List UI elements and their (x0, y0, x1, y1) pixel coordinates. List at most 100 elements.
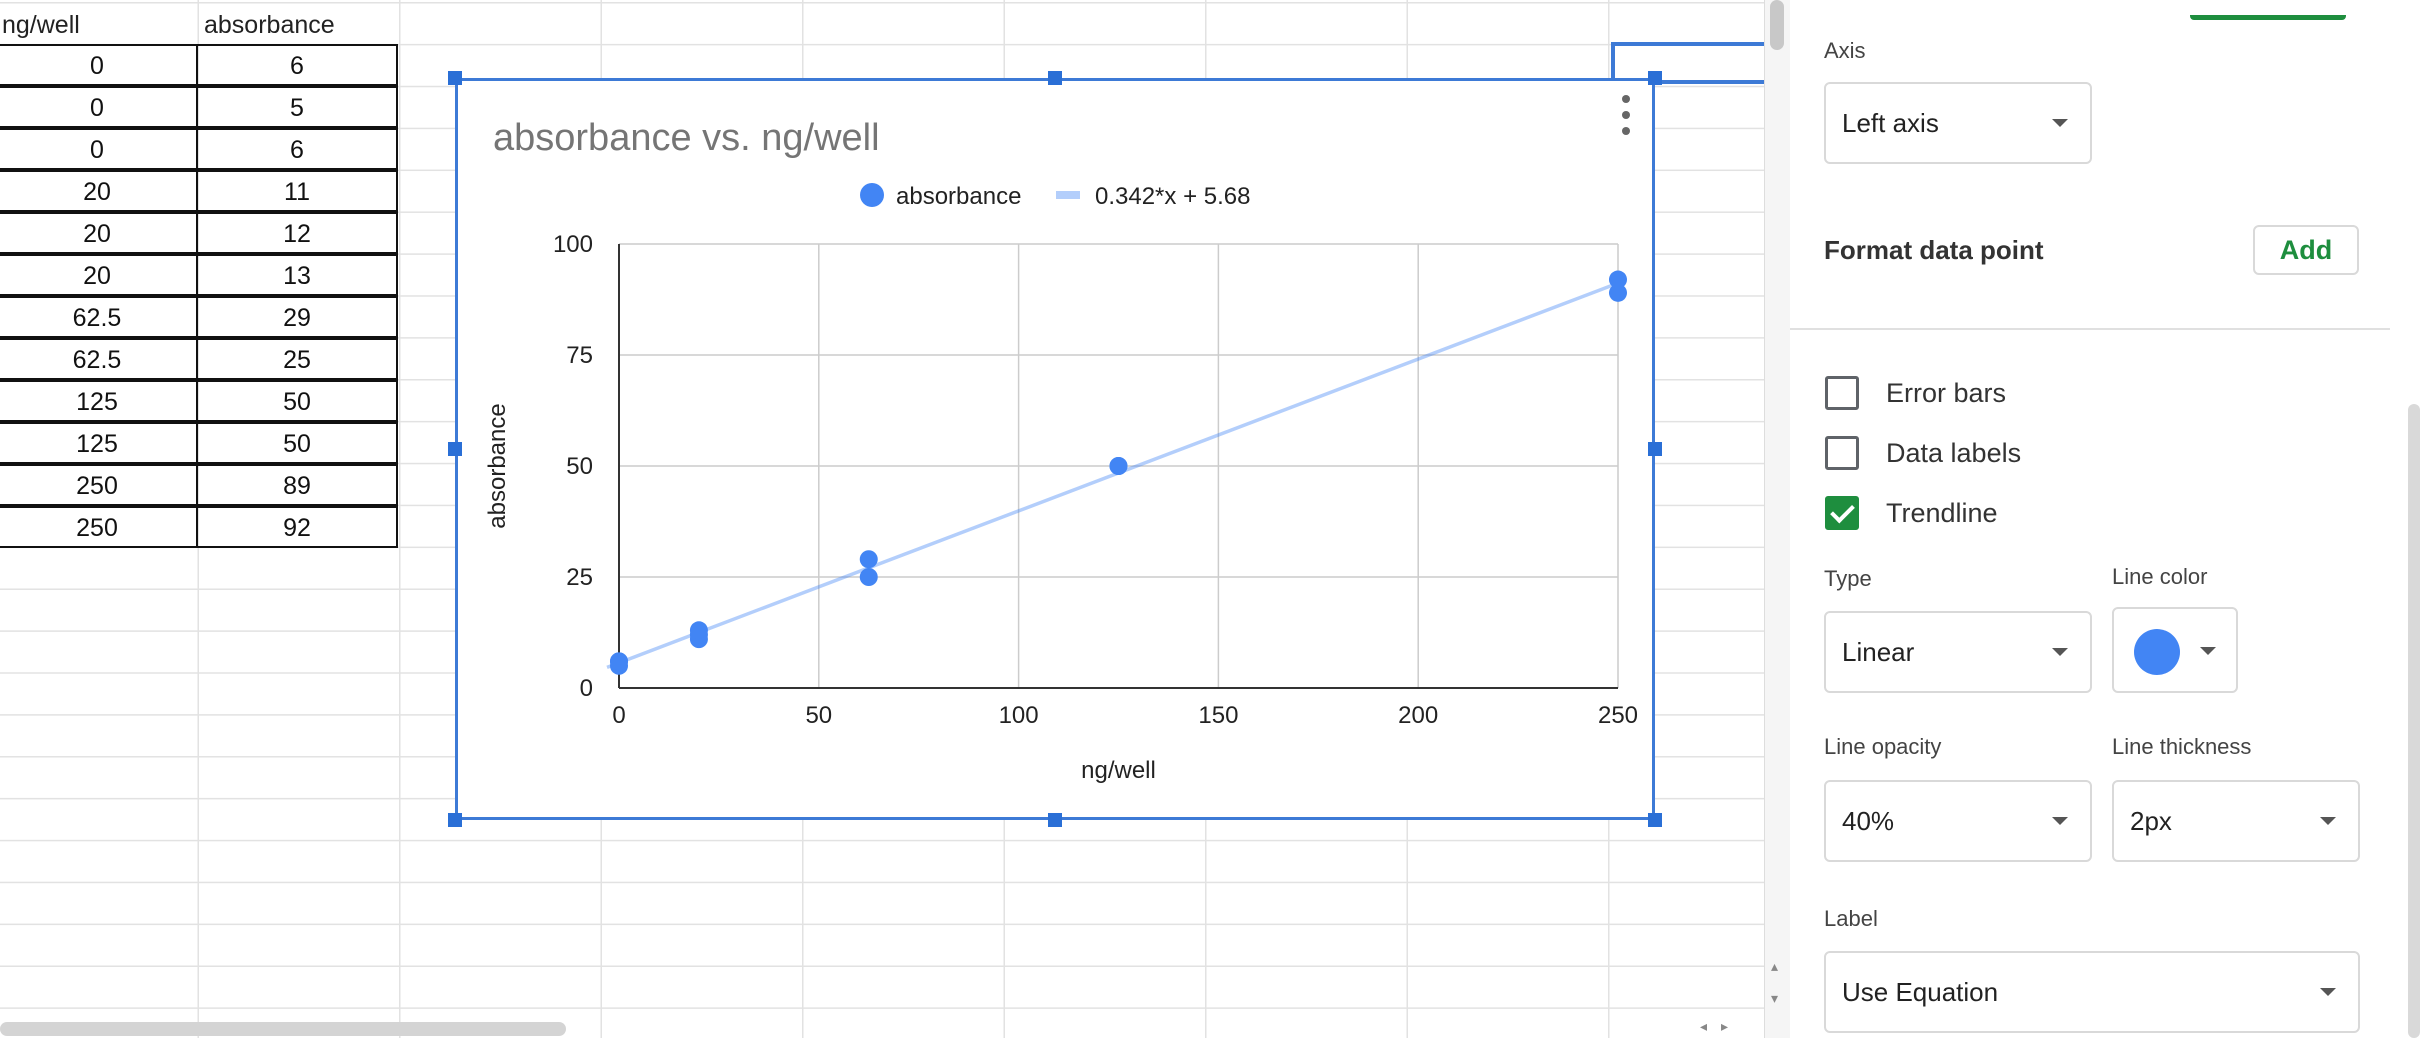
data-point (610, 652, 628, 671)
x-tick-label: 100 (999, 702, 1039, 729)
data-labels-checkbox-row[interactable]: Data labels (1825, 433, 2021, 473)
legend-label-absorbance: absorbance (896, 183, 1021, 210)
chart-container[interactable]: absorbance vs. ng/well absorbance 0.342*x … (455, 78, 1655, 820)
axis-dropdown[interactable]: Left axis (1824, 82, 2092, 164)
cell-absorbance[interactable]: 6 (196, 44, 398, 86)
column-header-absorbance[interactable]: absorbance (204, 11, 335, 39)
line-opacity-value: 40% (1842, 806, 1895, 836)
axis-dropdown-value: Left axis (1842, 108, 1939, 138)
scatter-chart: absorbance vs. ng/well absorbance 0.342*x … (484, 117, 1638, 784)
cell-absorbance[interactable]: 12 (196, 212, 398, 254)
y-tick-label: 0 (580, 675, 593, 702)
add-data-point-button[interactable]: Add (2253, 225, 2359, 275)
panel-scrollbar[interactable] (2408, 404, 2420, 1038)
chart-resize-handle[interactable] (448, 813, 462, 827)
cell-absorbance[interactable]: 11 (196, 170, 398, 212)
trendline-checkbox-row[interactable]: Trendline (1825, 493, 1998, 533)
x-tick-label: 150 (1198, 702, 1238, 729)
scroll-down-arrow-icon[interactable]: ▾ (1771, 990, 1779, 1006)
chart-menu-icon[interactable] (1620, 95, 1632, 135)
cell-absorbance[interactable]: 25 (196, 338, 398, 380)
error-bars-checkbox[interactable] (1825, 376, 1859, 410)
line-color-label: Line color (2112, 564, 2208, 589)
scroll-left-arrow-icon[interactable]: ◂ (1700, 1018, 1708, 1034)
y-tick-label: 75 (566, 342, 593, 369)
trendline (606, 281, 1619, 669)
trendline-label-value: Use Equation (1842, 977, 1999, 1007)
cell-ng-well[interactable]: 250 (0, 464, 198, 506)
scroll-right-arrow-icon[interactable]: ▸ (1721, 1018, 1729, 1034)
legend-marker-absorbance (860, 183, 884, 207)
vertical-scroll-thumb[interactable] (1770, 0, 1784, 50)
scroll-up-arrow-icon[interactable]: ▴ (1771, 958, 1779, 974)
cell-ng-well[interactable]: 0 (0, 44, 198, 86)
data-labels-checkbox[interactable] (1825, 436, 1859, 470)
error-bars-label: Error bars (1886, 377, 2007, 408)
spreadsheet-grid[interactable]: ng/well absorbance 0 6 0 5 0 6 20 11 20 12 20 13 62.… (0, 0, 1764, 1038)
chevron-down-icon (2052, 119, 2068, 127)
line-thickness-dropdown[interactable]: 2px (2112, 780, 2360, 862)
cell-ng-well[interactable]: 250 (0, 506, 198, 548)
chart-resize-handle[interactable] (1648, 813, 1662, 827)
vertical-scrollbar[interactable]: ▴ ▾ (1764, 0, 1790, 1038)
legend-label-trendline: 0.342*x + 5.68 (1095, 183, 1250, 210)
cell-ng-well[interactable]: 20 (0, 212, 198, 254)
cell-absorbance[interactable]: 6 (196, 128, 398, 170)
y-tick-label: 25 (566, 564, 593, 591)
chevron-down-icon (2200, 647, 2216, 655)
x-tick-label: 250 (1598, 702, 1638, 729)
x-tick-label: 50 (805, 702, 832, 729)
trendline-label: Trendline (1886, 497, 1998, 528)
data-point (1109, 457, 1128, 475)
chart-resize-handle[interactable] (1048, 813, 1062, 827)
data-point (1609, 270, 1627, 289)
horizontal-scrollbar[interactable] (0, 1022, 566, 1036)
trendline-label-dropdown[interactable]: Use Equation (1824, 951, 2360, 1033)
cell-absorbance[interactable]: 50 (196, 380, 398, 422)
cell-ng-well[interactable]: 125 (0, 380, 198, 422)
chevron-down-icon (2320, 988, 2336, 996)
data-point (689, 621, 708, 640)
trendline-type-dropdown[interactable]: Linear (1824, 611, 2092, 693)
line-opacity-label: Line opacity (1824, 734, 1942, 759)
x-tick-label: 200 (1398, 702, 1438, 729)
chart-resize-handle[interactable] (448, 442, 462, 456)
line-color-swatch (2134, 629, 2180, 675)
cell-absorbance[interactable]: 50 (196, 422, 398, 464)
section-divider (1790, 328, 2390, 330)
chart-resize-handle[interactable] (448, 71, 462, 85)
chart-resize-handle[interactable] (1648, 71, 1662, 85)
chart-resize-handle[interactable] (1648, 442, 1662, 456)
x-axis-label: ng/well (1081, 757, 1156, 784)
trendline-checkbox[interactable] (1825, 496, 1859, 530)
cell-absorbance[interactable]: 92 (196, 506, 398, 548)
selected-range-outline (1611, 42, 1764, 84)
data-point (1609, 283, 1627, 302)
type-label: Type (1824, 566, 1872, 591)
cell-absorbance[interactable]: 5 (196, 86, 398, 128)
line-thickness-label: Line thickness (2112, 734, 2252, 759)
error-bars-checkbox-row[interactable]: Error bars (1825, 373, 2006, 413)
cell-absorbance[interactable]: 29 (196, 296, 398, 338)
cell-ng-well[interactable]: 62.5 (0, 296, 198, 338)
line-color-picker[interactable] (2112, 607, 2238, 693)
cell-ng-well[interactable]: 0 (0, 128, 198, 170)
x-tick-label: 0 (612, 702, 625, 729)
column-header-ng-well[interactable]: ng/well (2, 11, 80, 39)
horizontal-scroll-arrows[interactable]: ◂ ▸ (1700, 1018, 1760, 1038)
line-opacity-dropdown[interactable]: 40% (1824, 780, 2092, 862)
cell-ng-well[interactable]: 125 (0, 422, 198, 464)
cell-ng-well[interactable]: 62.5 (0, 338, 198, 380)
chart-resize-handle[interactable] (1048, 71, 1062, 85)
chart-editor-panel (1790, 0, 2434, 1038)
cell-absorbance[interactable]: 13 (196, 254, 398, 296)
cell-ng-well[interactable]: 0 (0, 86, 198, 128)
data-point (859, 568, 878, 586)
cell-absorbance[interactable]: 89 (196, 464, 398, 506)
cell-ng-well[interactable]: 20 (0, 254, 198, 296)
trendline-type-value: Linear (1842, 637, 1915, 667)
cell-ng-well[interactable]: 20 (0, 170, 198, 212)
chevron-down-icon (2320, 817, 2336, 825)
line-thickness-value: 2px (2130, 806, 2172, 836)
format-data-point-heading: Format data point (1824, 235, 2044, 265)
